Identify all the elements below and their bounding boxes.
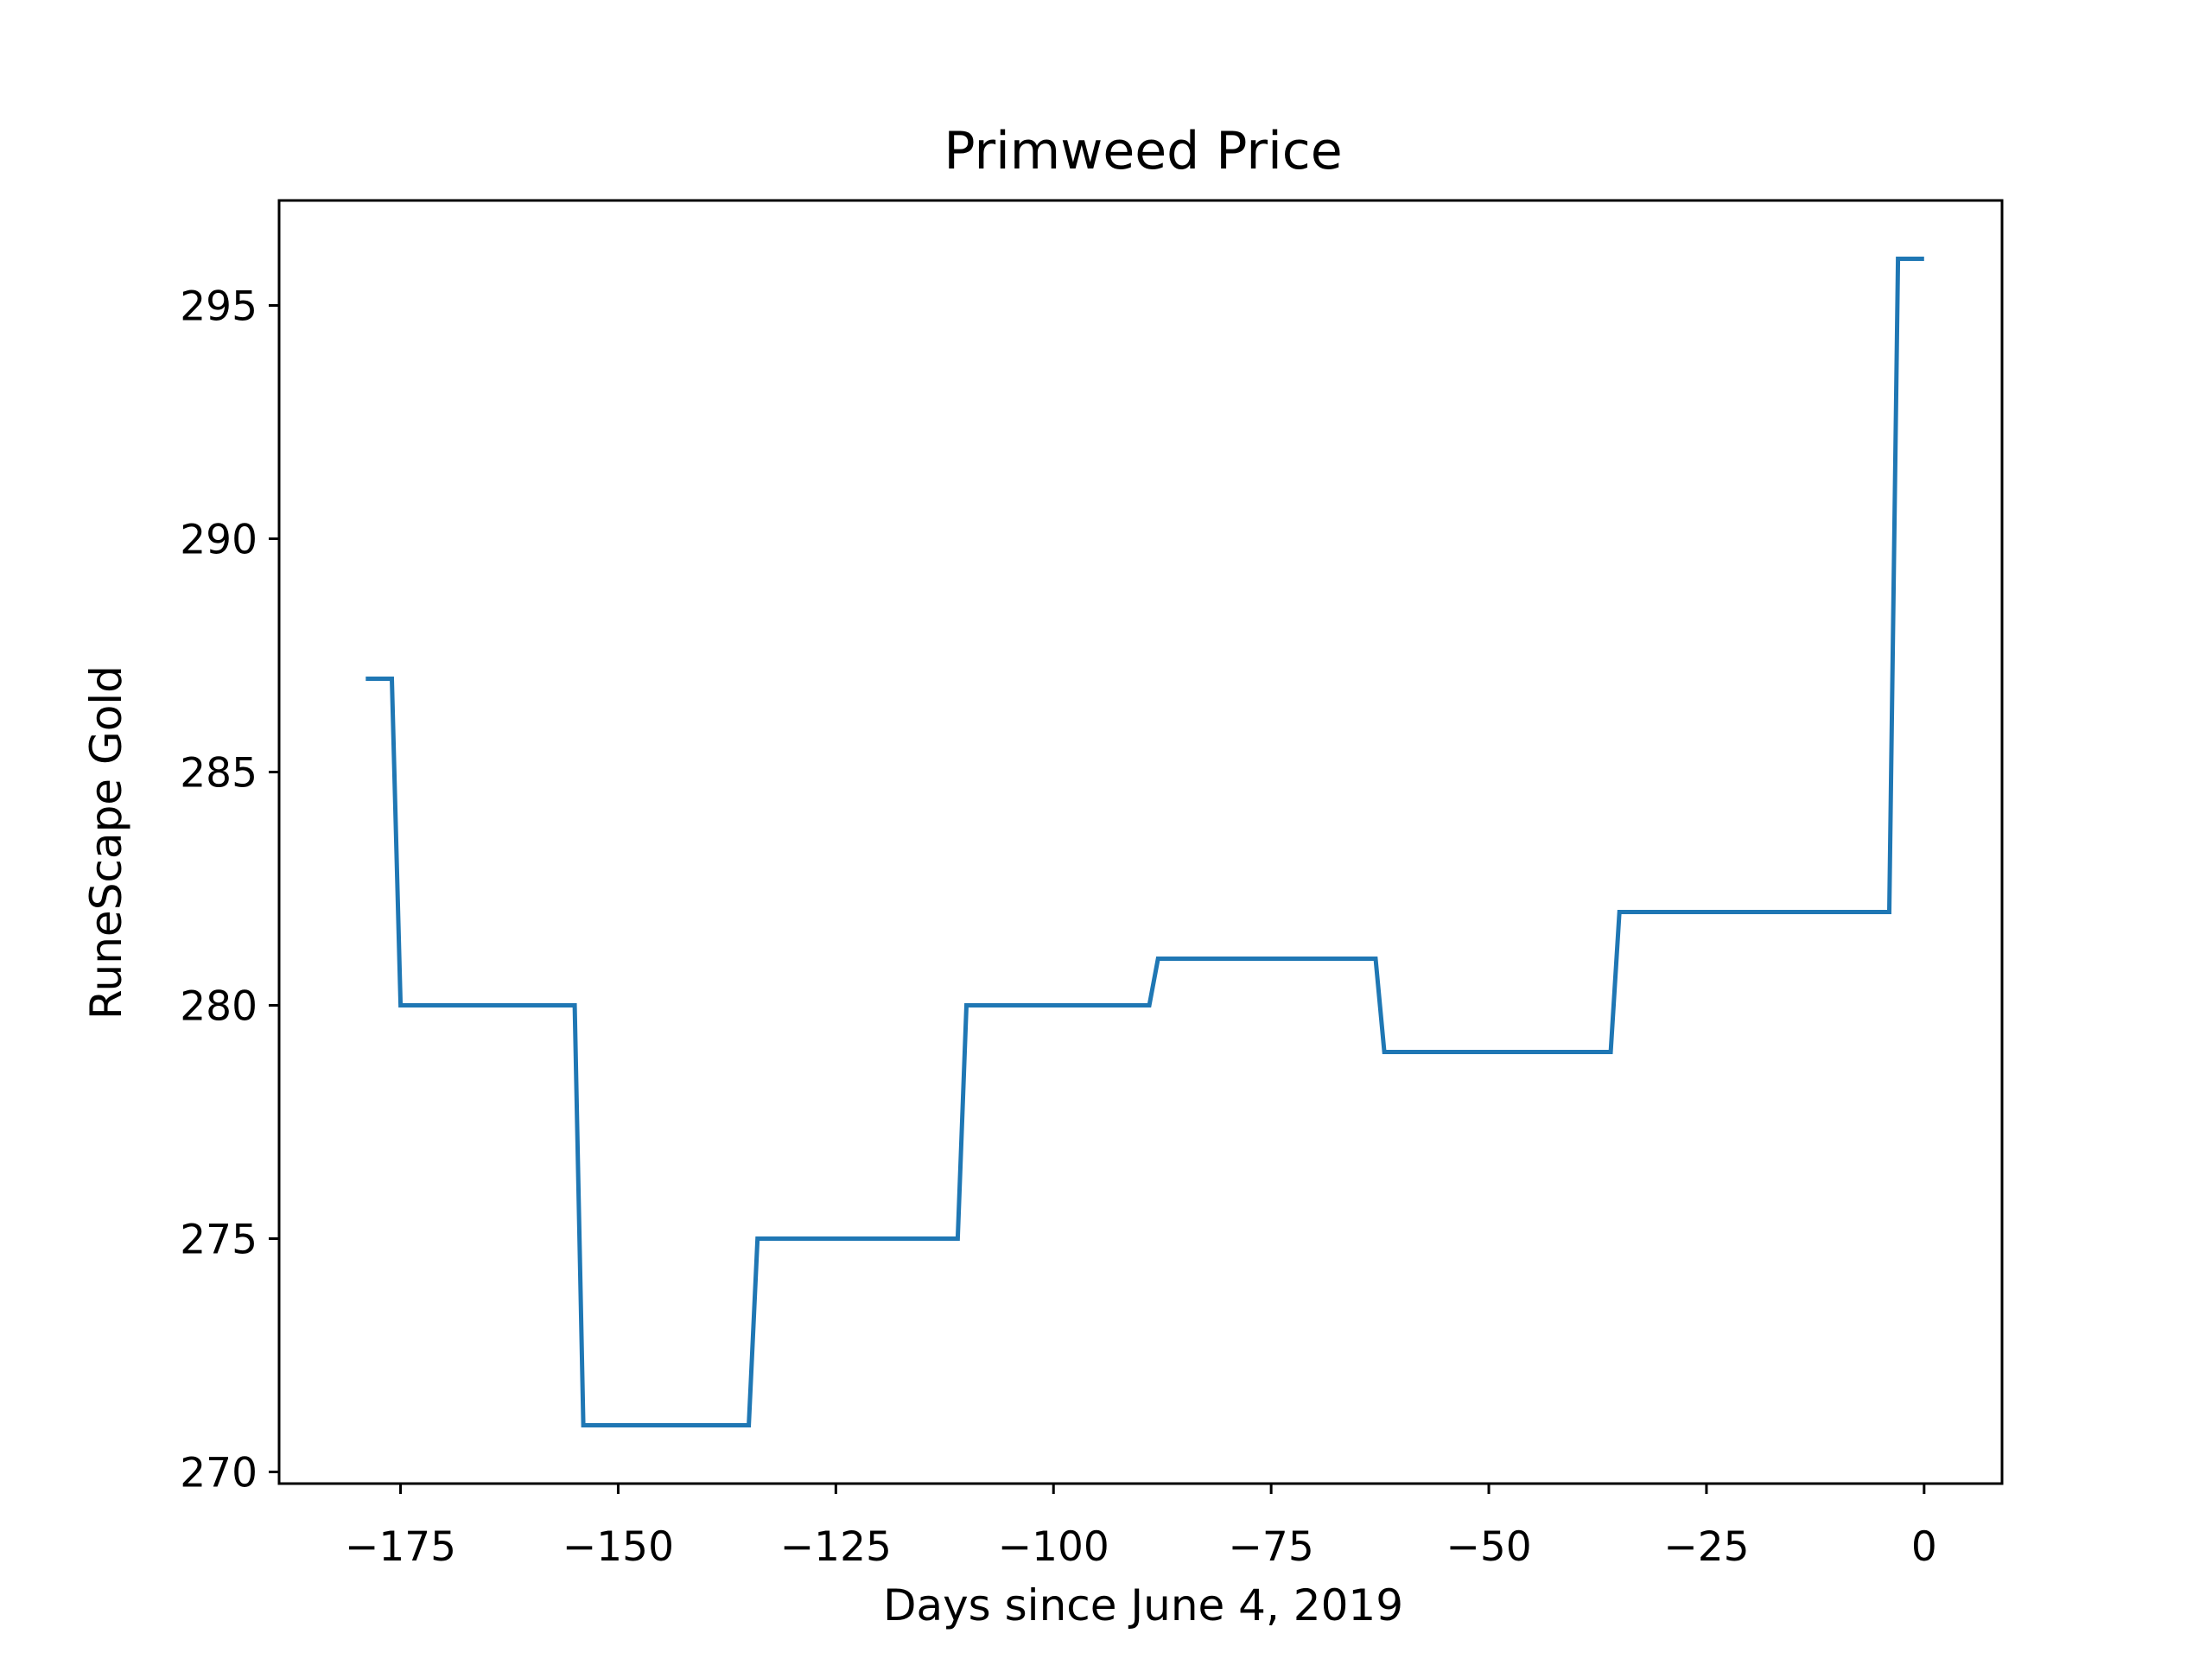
x-tick-label: −50 <box>1446 1523 1531 1571</box>
x-tick-label: −125 <box>780 1523 892 1571</box>
chart-title: Primweed Price <box>944 121 1342 181</box>
x-tick-label: −25 <box>1663 1523 1749 1571</box>
y-tick-label: 270 <box>180 1450 257 1497</box>
y-tick-label: 295 <box>180 283 257 331</box>
y-tick-label: 290 <box>180 517 257 564</box>
x-tick-label: −150 <box>563 1523 674 1571</box>
y-tick-label: 285 <box>180 750 257 798</box>
x-tick-label: −175 <box>345 1523 456 1571</box>
x-tick-label: −75 <box>1229 1523 1314 1571</box>
y-axis-label: RuneScape Gold <box>81 665 131 1020</box>
series-line <box>365 257 1924 1427</box>
plot-frame <box>277 199 2004 1485</box>
y-tick-label: 280 <box>180 983 257 1031</box>
y-axis: 270 275 280 285 290 295 <box>180 283 279 1497</box>
x-tick-label: −100 <box>998 1523 1109 1571</box>
plot-marks <box>365 257 1924 1427</box>
y-tick-label: 275 <box>180 1217 257 1264</box>
x-tick-label: 0 <box>1911 1523 1937 1571</box>
x-axis-label: Days since June 4, 2019 <box>883 1580 1403 1630</box>
x-axis: −175 −150 −125 −100 −75 −50 −25 0 <box>345 1484 1937 1571</box>
